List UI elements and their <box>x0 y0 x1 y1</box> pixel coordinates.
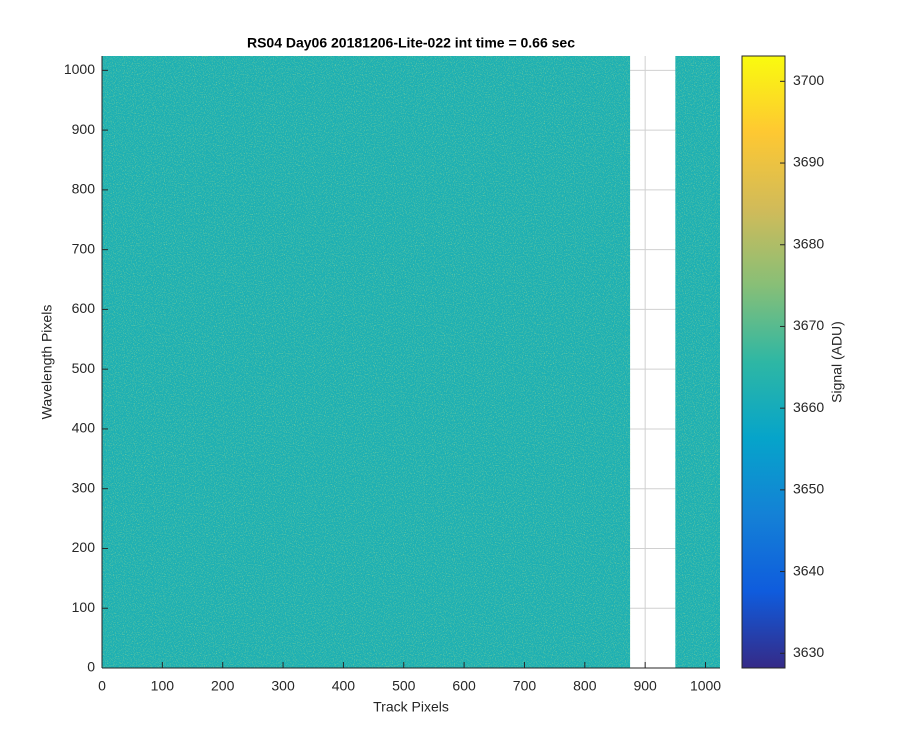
colorbar-tick-label: 3630 <box>793 644 824 660</box>
y-tick-label: 100 <box>72 599 96 615</box>
y-axis-label: Wavelength Pixels <box>39 305 55 420</box>
y-tick-label: 300 <box>72 479 96 495</box>
x-tick-label: 0 <box>98 678 106 694</box>
x-tick-label: 200 <box>211 678 235 694</box>
colorbar-label: Signal (ADU) <box>829 321 845 403</box>
colorbar-tick-label: 3690 <box>793 154 824 170</box>
x-tick-label: 300 <box>271 678 295 694</box>
y-tick-label: 800 <box>72 181 96 197</box>
x-tick-label: 400 <box>332 678 356 694</box>
y-tick-label: 600 <box>72 300 96 316</box>
y-tick-label: 200 <box>72 539 96 555</box>
x-tick-label: 100 <box>151 678 175 694</box>
x-axis-label: Track Pixels <box>373 699 449 715</box>
image-texture <box>675 56 720 668</box>
image-texture <box>102 56 631 668</box>
x-tick-label: 500 <box>392 678 416 694</box>
x-tick-label: 800 <box>573 678 597 694</box>
y-tick-label: 400 <box>72 420 96 436</box>
y-tick-label: 700 <box>72 240 96 256</box>
x-tick-label: 600 <box>452 678 476 694</box>
colorbar-tick-label: 3650 <box>793 481 824 497</box>
x-tick-label: 1000 <box>690 678 721 694</box>
chart-title: RS04 Day06 20181206-Lite-022 int time = … <box>247 35 575 51</box>
x-tick-label: 700 <box>513 678 537 694</box>
x-tick-label: 900 <box>633 678 657 694</box>
colorbar <box>741 55 786 669</box>
colorbar-tick-label: 3680 <box>793 235 824 251</box>
y-tick-label: 1000 <box>64 61 95 77</box>
y-tick-label: 500 <box>72 360 96 376</box>
y-tick-label: 900 <box>72 121 96 137</box>
colorbar-tick-label: 3640 <box>793 562 824 578</box>
y-tick-label: 0 <box>87 659 95 675</box>
colorbar-tick-label: 3660 <box>793 399 824 415</box>
colorbar-tick-label: 3670 <box>793 317 824 333</box>
colorbar-tick-label: 3700 <box>793 72 824 88</box>
